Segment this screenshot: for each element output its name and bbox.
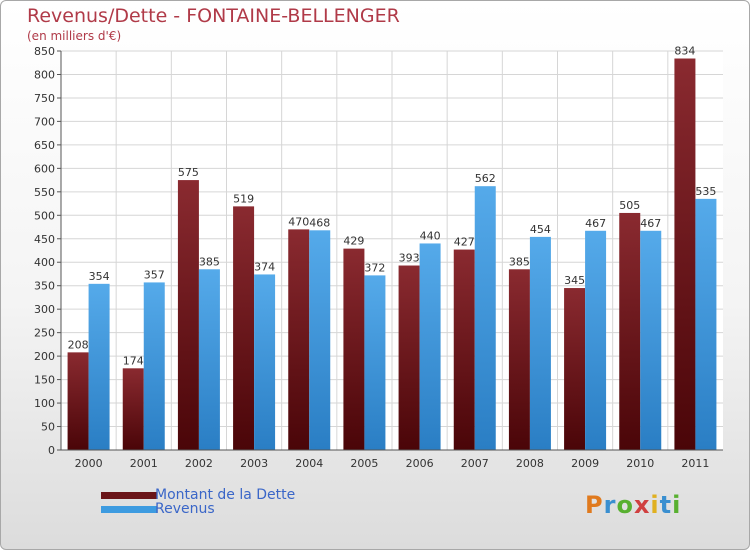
bar-revenue [143, 282, 165, 450]
legend-swatch-debt [101, 491, 157, 499]
bar-debt [508, 269, 530, 450]
data-label-revenue: 385 [199, 255, 220, 268]
bar-revenue [529, 236, 551, 450]
bar-debt [453, 249, 475, 450]
bar-revenue [695, 198, 717, 450]
bar-debt [398, 265, 420, 450]
bar-revenue [309, 230, 331, 450]
proxiti-logo: Proxiti [585, 491, 681, 519]
x-tick-label: 2002 [185, 457, 213, 470]
data-label-debt: 174 [123, 354, 144, 367]
logo-letter: i [650, 491, 660, 519]
x-tick-label: 2004 [295, 457, 323, 470]
logo-letter: i [672, 491, 682, 519]
bar-revenue [419, 243, 441, 450]
data-label-debt: 575 [178, 166, 199, 179]
data-label-revenue: 467 [585, 217, 606, 230]
data-label-debt: 393 [399, 252, 420, 265]
bar-debt [674, 58, 696, 450]
data-label-debt: 505 [619, 199, 640, 212]
chart-subtitle: (en milliers d'€) [27, 29, 122, 43]
x-tick-label: 2010 [626, 457, 654, 470]
y-tick-label: 750 [34, 92, 55, 105]
logo-letter: o [616, 491, 634, 519]
logo-letter: x [633, 491, 651, 519]
bar-revenue [198, 269, 220, 450]
bar-debt [343, 248, 365, 450]
x-tick-label: 2008 [516, 457, 544, 470]
y-tick-label: 300 [34, 303, 55, 316]
data-label-revenue: 440 [420, 229, 441, 242]
bar-revenue [474, 186, 496, 450]
y-tick-label: 400 [34, 256, 55, 269]
y-tick-label: 450 [34, 233, 55, 246]
x-tick-label: 2005 [350, 457, 378, 470]
legend-label-revenue: Revenus [155, 501, 215, 517]
y-tick-label: 550 [34, 186, 55, 199]
logo-letter: P [585, 491, 604, 519]
y-tick-label: 350 [34, 280, 55, 293]
y-tick-label: 650 [34, 139, 55, 152]
y-tick-label: 100 [34, 397, 55, 410]
legend-swatch-revenue [101, 505, 157, 513]
y-tick-label: 0 [48, 444, 55, 457]
y-tick-label: 800 [34, 68, 55, 81]
x-tick-label: 2003 [240, 457, 268, 470]
y-tick-label: 150 [34, 374, 55, 387]
x-tick-label: 2009 [571, 457, 599, 470]
logo-letter: r [603, 491, 617, 519]
bar-revenue [364, 275, 386, 450]
data-label-debt: 385 [509, 255, 530, 268]
y-tick-label: 50 [41, 421, 55, 434]
y-tick-label: 200 [34, 350, 55, 363]
bar-debt [67, 352, 89, 450]
data-label-revenue: 357 [144, 268, 165, 281]
bar-revenue [640, 230, 662, 450]
data-label-debt: 429 [343, 235, 364, 248]
logo-letter: t [659, 491, 673, 519]
data-label-debt: 519 [233, 192, 254, 205]
data-label-revenue: 467 [640, 217, 661, 230]
bar-debt [564, 288, 586, 450]
bar-debt [619, 212, 641, 450]
data-label-revenue: 374 [254, 260, 275, 273]
x-tick-label: 2000 [75, 457, 103, 470]
chart-title: Revenus/Dette - FONTAINE-BELLENGER [27, 5, 400, 27]
bar-debt [233, 206, 255, 450]
bar-debt [122, 368, 144, 450]
y-tick-label: 850 [34, 45, 55, 58]
data-label-revenue: 454 [530, 223, 551, 236]
data-label-debt: 834 [674, 45, 695, 58]
y-tick-label: 600 [34, 162, 55, 175]
data-label-revenue: 535 [695, 185, 716, 198]
data-label-debt: 427 [454, 236, 475, 249]
bar-debt [177, 180, 199, 450]
y-tick-label: 250 [34, 327, 55, 340]
data-label-debt: 345 [564, 274, 585, 287]
data-label-revenue: 354 [89, 270, 110, 283]
data-label-revenue: 468 [309, 216, 330, 229]
y-tick-label: 700 [34, 115, 55, 128]
y-tick-label: 500 [34, 209, 55, 222]
data-label-debt: 470 [288, 215, 309, 228]
data-label-revenue: 562 [475, 172, 496, 185]
legend-item-revenue: Revenus [101, 501, 215, 517]
data-label-revenue: 372 [364, 261, 385, 274]
x-tick-label: 2007 [461, 457, 489, 470]
x-tick-label: 2011 [681, 457, 709, 470]
data-label-debt: 208 [68, 338, 89, 351]
bar-revenue [254, 274, 276, 450]
bar-revenue [88, 283, 110, 450]
bar-debt [288, 229, 310, 450]
legend-label-debt: Montant de la Dette [155, 487, 296, 503]
x-tick-label: 2006 [406, 457, 434, 470]
legend-item-debt: Montant de la Dette [101, 487, 295, 503]
bar-revenue [585, 230, 607, 450]
x-tick-label: 2001 [130, 457, 158, 470]
